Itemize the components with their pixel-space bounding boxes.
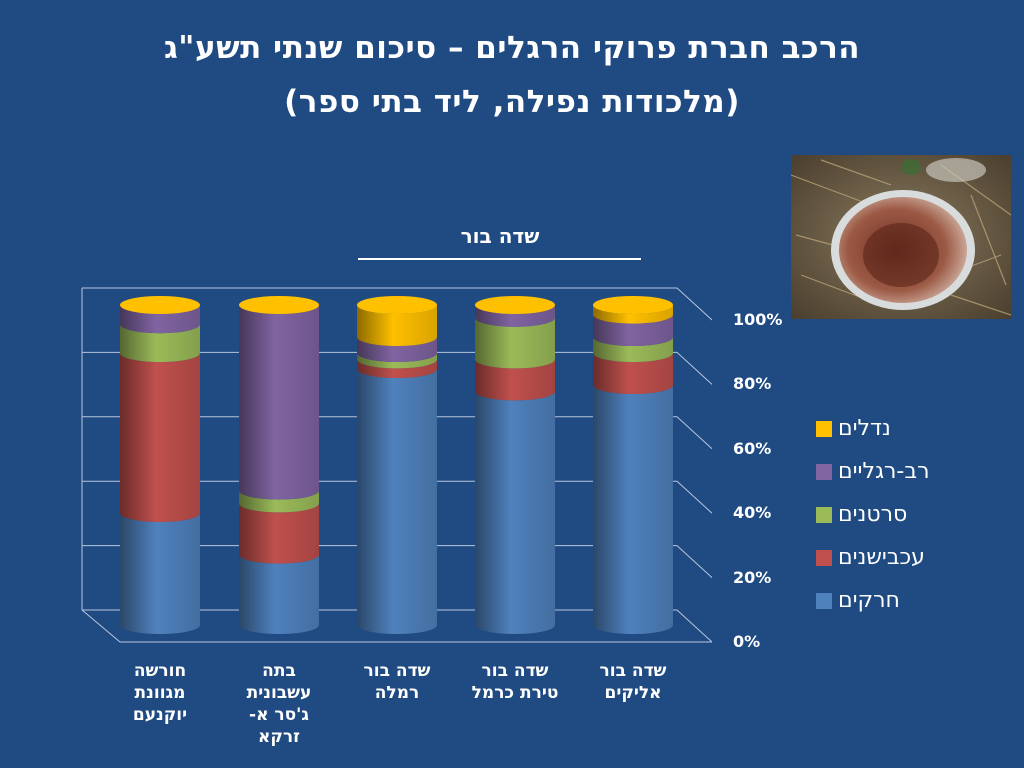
pitfall-trap-photo xyxy=(791,155,1011,319)
bar-top-cap xyxy=(239,296,319,314)
bar-top-cap xyxy=(475,296,555,314)
legend-item: סרטנים xyxy=(816,502,907,527)
y-tick-label: 80% xyxy=(733,374,772,394)
legend-swatch xyxy=(816,420,832,437)
category-label-line: שדה בור xyxy=(481,661,549,681)
y-tick-label: 20% xyxy=(733,567,772,587)
category-label-line: ג'סר א- xyxy=(249,705,309,725)
category-label-line: חורשה xyxy=(133,661,187,681)
category-label-line: בתה xyxy=(262,661,296,681)
bar-top-cap xyxy=(120,296,200,314)
legend-swatch xyxy=(816,549,832,566)
chart-title: שדה בור xyxy=(460,224,540,248)
y-tick-label: 100% xyxy=(733,310,783,329)
bar-segment xyxy=(593,337,673,362)
y-tick-label: 40% xyxy=(733,503,772,523)
category-label-line: שדה בור xyxy=(363,661,431,681)
legend-label: חרקים xyxy=(838,588,900,613)
bar-stack xyxy=(357,296,437,634)
bar-segment xyxy=(120,353,200,522)
legend-swatch xyxy=(816,506,832,523)
bar-segment xyxy=(357,337,437,362)
bar-top-cap xyxy=(593,296,673,314)
bar-segment xyxy=(593,353,673,394)
category-label-line: אליקים xyxy=(604,683,662,703)
bar-segment xyxy=(357,353,437,369)
category-label-line: שדה בור xyxy=(599,661,667,681)
bar-segment xyxy=(475,359,555,401)
legend-label: סרטנים xyxy=(838,502,908,527)
x-category-label: שדה בור טירת כרמל xyxy=(455,660,575,704)
bar-stack xyxy=(239,296,319,634)
bar-stack xyxy=(593,296,673,634)
bar-segment xyxy=(120,324,200,362)
legend-item: נדלים xyxy=(816,416,891,441)
category-label-line: טירת כרמל xyxy=(471,683,559,703)
bar-segment xyxy=(239,490,319,513)
bar-stack xyxy=(120,296,200,634)
bar-segment xyxy=(239,554,319,634)
y-tick-label: 60% xyxy=(733,438,772,458)
bar-segment xyxy=(357,305,437,346)
x-category-label: שדה בור אליקים xyxy=(573,660,693,704)
bar-segment xyxy=(593,314,673,346)
bar-segment xyxy=(475,317,555,369)
legend-label: עכבישנים xyxy=(838,545,925,570)
bar-stack xyxy=(475,296,555,634)
bar-segment xyxy=(475,391,555,634)
bar-top-cap xyxy=(357,296,437,314)
bar-segment xyxy=(357,359,437,378)
category-label-line: עשבונית xyxy=(246,683,312,703)
chart-floor xyxy=(81,609,712,643)
bar-segment xyxy=(239,503,319,564)
legend-label: רב-רגליים xyxy=(838,459,930,484)
category-label-line: מגוונת xyxy=(134,683,186,703)
category-label-line: רמלה xyxy=(374,683,420,703)
bar-segment xyxy=(593,385,673,634)
legend-item: עכבישנים xyxy=(816,545,925,570)
gridline xyxy=(82,287,713,321)
bar-segment xyxy=(239,305,319,500)
legend-swatch xyxy=(816,463,832,480)
x-category-label: שדה בור רמלה xyxy=(337,660,457,704)
bar-segment xyxy=(593,305,673,324)
x-category-label: חורשה מגוונת יוקנעם xyxy=(100,660,220,726)
legend-label: נדלים xyxy=(838,416,891,441)
y-tick-label: 0% xyxy=(733,632,761,651)
x-category-label: בתה עשבונית ג'סר א- זרקא xyxy=(219,660,339,748)
slide-title: הרכב חברת פרוקי הרגלים – סיכום שנתי תשע"… xyxy=(163,30,861,66)
bar-segment xyxy=(120,513,200,634)
legend-swatch xyxy=(816,592,832,609)
category-label-line: זרקא xyxy=(258,727,300,747)
bar-segment xyxy=(357,369,437,634)
slide-subtitle: (מלכודות נפילה, ליד בתי ספר) xyxy=(284,84,740,120)
bar-segment xyxy=(120,305,200,334)
legend-item: חרקים xyxy=(816,588,900,613)
bar-segment xyxy=(475,305,555,327)
chart-title-underline xyxy=(358,258,641,260)
legend-item: רב-רגליים xyxy=(816,459,930,484)
category-label-line: יוקנעם xyxy=(132,705,188,725)
